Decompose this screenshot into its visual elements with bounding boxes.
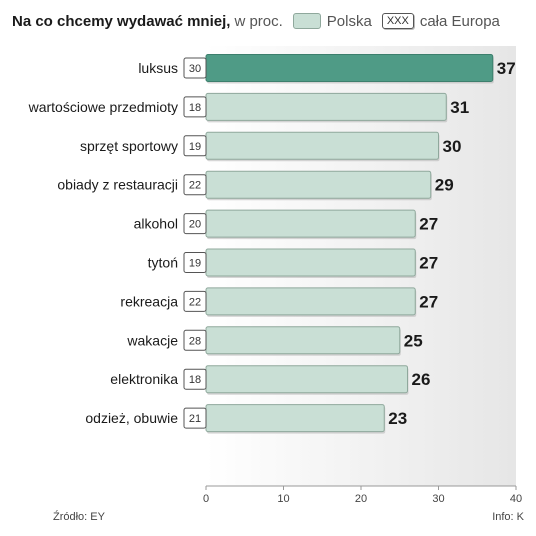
x-tick-label: 40 xyxy=(510,493,522,505)
category-label: wakacje xyxy=(126,332,178,348)
category-label: odzież, obuwie xyxy=(85,410,178,426)
value-label-poland: 25 xyxy=(404,331,423,350)
europe-value-box xyxy=(183,57,207,79)
europe-value-box xyxy=(183,252,207,273)
value-label-europe: 19 xyxy=(189,258,201,270)
value-label-poland: 27 xyxy=(419,215,438,234)
value-label-poland: 30 xyxy=(443,137,462,156)
value-label-poland: 23 xyxy=(388,409,407,428)
category-label: tytoń xyxy=(148,255,178,271)
value-label-poland: 31 xyxy=(450,98,469,117)
category-label: wartościowe przedmioty xyxy=(28,99,178,115)
europe-value-box xyxy=(183,96,207,118)
chart-title: Na co chcemy wydawać mniej, xyxy=(12,12,231,30)
x-tick-label: 30 xyxy=(432,493,444,505)
category-label: rekreacja xyxy=(120,293,178,309)
bar-poland xyxy=(205,287,416,316)
chart-subtitle: w proc. xyxy=(234,12,283,30)
bar-poland xyxy=(205,248,416,277)
legend-label-poland: Polska xyxy=(326,12,372,30)
chart-header: Na co chcemy wydawać mniej, w proc. Pols… xyxy=(12,8,500,34)
x-tick-label: 20 xyxy=(355,493,367,505)
category-label: elektronika xyxy=(110,371,178,387)
europe-value-box xyxy=(183,368,207,390)
value-label-europe: 22 xyxy=(189,180,201,192)
category-label: luksus xyxy=(138,60,178,76)
legend-swatch-poland xyxy=(292,13,321,29)
credit-note: Info: K xyxy=(492,511,524,523)
bar-poland xyxy=(205,404,385,433)
value-label-europe: 18 xyxy=(189,102,201,114)
bar-poland xyxy=(205,326,401,355)
europe-value-box xyxy=(183,213,207,235)
bar-poland xyxy=(205,170,432,199)
europe-value-box xyxy=(183,329,207,351)
value-label-poland: 27 xyxy=(419,292,438,311)
value-label-europe: 28 xyxy=(189,335,201,347)
legend-label-europe: cała Europa xyxy=(419,12,500,30)
category-label: obiady z restauracji xyxy=(57,177,178,193)
europe-value-box xyxy=(183,174,207,196)
europe-value-box xyxy=(183,135,207,157)
value-label-europe: 19 xyxy=(189,141,201,153)
x-tick-label: 10 xyxy=(277,493,289,505)
x-tick-label: 0 xyxy=(203,493,209,505)
value-label-poland: 27 xyxy=(419,254,438,273)
category-label: sprzęt sportowy xyxy=(80,138,178,154)
bar-poland xyxy=(205,54,494,82)
source-note: Źródło: EY xyxy=(53,511,105,523)
value-label-poland: 26 xyxy=(412,370,431,389)
value-label-europe: 18 xyxy=(189,374,201,386)
europe-value-box xyxy=(183,290,207,312)
value-label-europe: 22 xyxy=(189,296,201,308)
bar-poland xyxy=(205,209,416,238)
europe-value-box xyxy=(183,407,207,429)
value-label-poland: 37 xyxy=(497,59,516,78)
category-label: alkohol xyxy=(134,216,178,232)
value-label-europe: 20 xyxy=(189,219,201,231)
value-label-europe: 30 xyxy=(189,63,201,75)
bar-poland xyxy=(205,131,439,160)
value-label-poland: 29 xyxy=(435,176,454,195)
legend-box-europe: XXX xyxy=(381,13,414,29)
value-label-europe: 21 xyxy=(189,413,201,425)
bar-poland xyxy=(205,92,447,121)
bar-poland xyxy=(205,365,408,394)
